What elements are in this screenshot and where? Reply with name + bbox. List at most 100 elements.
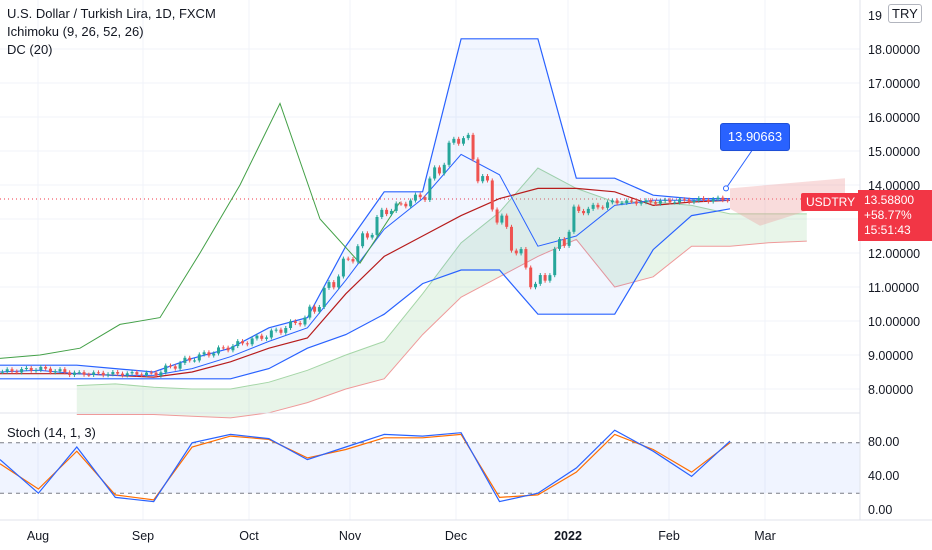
candle-body — [582, 210, 586, 214]
candle-body — [586, 208, 590, 214]
candle-body — [682, 199, 686, 201]
candle-body — [442, 164, 446, 174]
legend-ichimoku[interactable]: Ichimoku (9, 26, 52, 26) — [7, 24, 144, 39]
candle-body — [154, 372, 158, 376]
donchian-upper-line — [0, 38, 730, 373]
candle-body — [437, 167, 441, 174]
price-annotation[interactable]: 13.90663 — [720, 123, 790, 151]
legend-dc[interactable]: DC (20) — [7, 42, 53, 57]
candle-body — [548, 275, 552, 281]
candle-body — [101, 372, 105, 376]
candle-body — [72, 372, 76, 375]
candle-body — [687, 199, 691, 203]
candle-body — [385, 209, 389, 215]
candle-body — [20, 369, 24, 373]
candle-body — [404, 203, 408, 207]
stoch-k-line — [0, 429, 731, 503]
candle-body — [265, 337, 269, 339]
candle-body — [673, 202, 677, 204]
candle-body — [433, 167, 437, 179]
candle-body — [509, 226, 513, 251]
candle-body — [241, 341, 245, 344]
candle-body — [413, 194, 417, 201]
candle-body — [159, 372, 163, 376]
candle-body — [317, 307, 321, 312]
candle-body — [193, 360, 197, 362]
candle-body — [543, 275, 547, 281]
candle-body — [77, 372, 81, 374]
candle-body — [706, 199, 710, 202]
symbol-price-tag: USDTRY — [801, 193, 861, 211]
candle-body — [716, 197, 720, 200]
candle-body — [572, 206, 576, 232]
price-tick: 15.00000 — [868, 145, 921, 159]
candle-body — [596, 204, 600, 208]
candle-body — [639, 202, 643, 204]
candle-body — [553, 248, 557, 276]
legend-stoch[interactable]: Stoch (14, 1, 3) — [7, 425, 96, 440]
donchian-lower-line — [0, 208, 731, 380]
candle-body — [125, 373, 129, 376]
candle-body — [178, 362, 182, 369]
candle-body — [447, 142, 451, 165]
candle-body — [370, 234, 374, 238]
candle-body — [313, 306, 317, 312]
price-tick: 16.00000 — [868, 111, 921, 125]
donchian-area — [0, 38, 730, 379]
candle-body — [284, 328, 288, 333]
candle-body — [212, 353, 216, 356]
time-tick: Dec — [444, 529, 468, 543]
candle-body — [260, 335, 264, 339]
candle-body — [0, 371, 4, 373]
candle-body — [678, 199, 682, 203]
candle-body — [606, 202, 610, 208]
candle-body — [423, 197, 427, 200]
candle-body — [116, 372, 120, 374]
candle-body — [529, 267, 533, 288]
time-tick-year: 2022 — [554, 529, 582, 543]
candle-body — [197, 354, 201, 361]
legend-symbol: U.S. Dollar / Turkish Lira, 1D, FXCM — [7, 6, 216, 21]
candle-body — [10, 369, 14, 372]
candle-body — [351, 259, 355, 262]
candle-body — [702, 198, 706, 200]
candle-body — [630, 200, 634, 202]
candle-body — [322, 287, 326, 308]
candle-body — [711, 199, 715, 202]
candle-body — [649, 200, 653, 203]
candle-body — [500, 215, 504, 223]
bar-countdown: 15:51:43 — [864, 223, 911, 237]
candle-body — [644, 200, 648, 203]
time-tick: Feb — [658, 529, 680, 543]
price-tick: 17.00000 — [868, 77, 921, 91]
grid — [0, 0, 860, 520]
stoch-d-line — [0, 433, 731, 501]
candle-body — [135, 372, 139, 375]
candle-body — [457, 138, 461, 144]
candle-body — [476, 159, 480, 182]
candle-body — [111, 372, 115, 375]
candle-body — [236, 341, 240, 347]
candle-body — [53, 371, 57, 373]
currency-label[interactable]: TRY — [888, 4, 922, 23]
candle-body — [577, 206, 581, 211]
last-price-box: 13.58800 +58.77% 15:51:43 — [858, 190, 932, 241]
candle-body — [92, 372, 96, 375]
candle-body — [303, 317, 307, 325]
time-tick: Sep — [131, 529, 155, 543]
candle-body — [327, 282, 331, 288]
price-tick: 10.00000 — [868, 315, 921, 329]
candle-body — [663, 199, 667, 201]
candle-body — [519, 249, 523, 254]
candle-body — [202, 352, 206, 355]
candle-body — [495, 209, 499, 223]
candle-body — [668, 199, 672, 203]
candle-body — [418, 194, 422, 198]
price-tick: 18.00000 — [868, 43, 921, 57]
candle-body — [226, 347, 230, 351]
candle-body — [34, 370, 38, 372]
candle-body — [538, 275, 542, 284]
indicator-lines — [0, 38, 731, 380]
candle-body — [567, 231, 571, 246]
